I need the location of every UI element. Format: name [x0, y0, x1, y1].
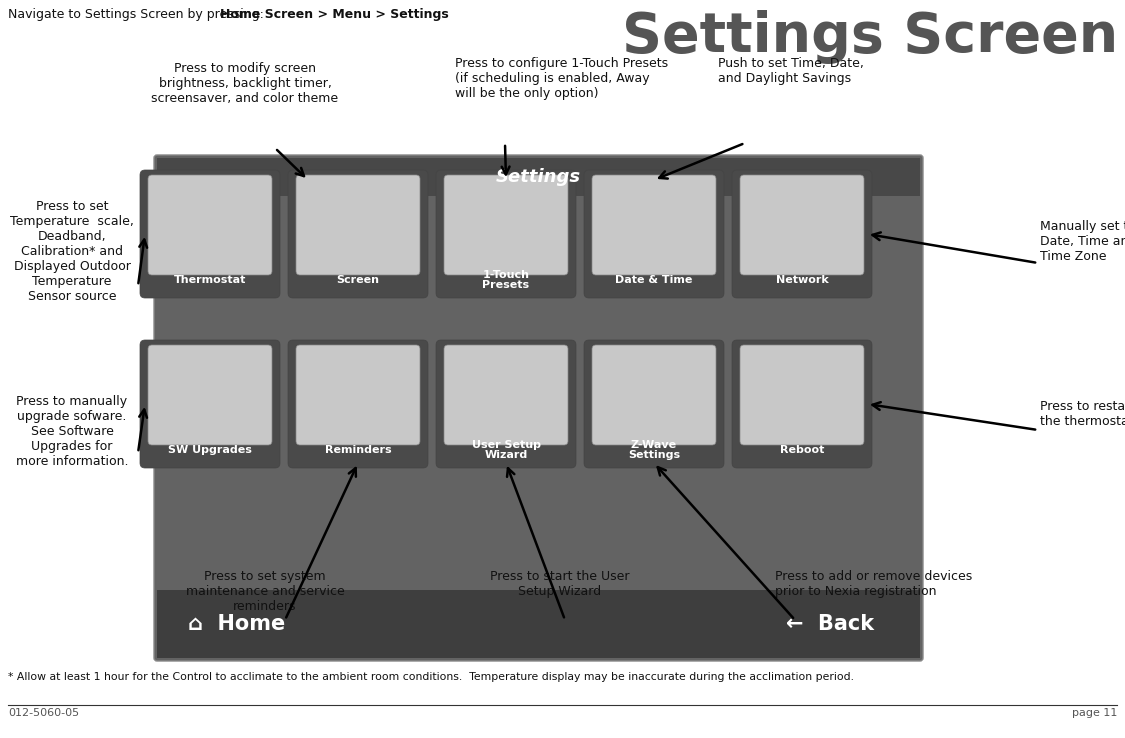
- FancyBboxPatch shape: [732, 340, 872, 468]
- Text: Date & Time: Date & Time: [615, 275, 693, 285]
- Text: Press to restart
the thermostat: Press to restart the thermostat: [1040, 400, 1125, 428]
- Text: Push to set Time, Date,
and Daylight Savings: Push to set Time, Date, and Daylight Sav…: [718, 57, 864, 85]
- Text: Press to set
Temperature  scale,
Deadband,
Calibration* and
Displayed Outdoor
Te: Press to set Temperature scale, Deadband…: [10, 200, 134, 303]
- FancyBboxPatch shape: [154, 155, 922, 661]
- Text: Reminders: Reminders: [325, 445, 392, 455]
- FancyBboxPatch shape: [740, 175, 864, 275]
- Text: Home Screen > Menu > Settings: Home Screen > Menu > Settings: [220, 8, 449, 21]
- FancyBboxPatch shape: [444, 175, 568, 275]
- Text: 012-5060-05: 012-5060-05: [8, 708, 79, 718]
- FancyBboxPatch shape: [140, 340, 280, 468]
- Text: * Allow at least 1 hour for the Control to acclimate to the ambient room conditi: * Allow at least 1 hour for the Control …: [8, 672, 854, 682]
- FancyBboxPatch shape: [592, 345, 716, 445]
- FancyBboxPatch shape: [436, 340, 576, 468]
- Text: 1-Touch
Presets: 1-Touch Presets: [483, 269, 530, 290]
- Text: Manually set the
Date, Time and
Time Zone: Manually set the Date, Time and Time Zon…: [1040, 220, 1125, 263]
- FancyBboxPatch shape: [592, 175, 716, 275]
- Text: Network: Network: [775, 275, 828, 285]
- Text: Reboot: Reboot: [780, 445, 825, 455]
- Bar: [158, 590, 920, 658]
- Text: Press to start the User
Setup Wizard: Press to start the User Setup Wizard: [490, 570, 630, 598]
- Text: Press to add or remove devices
prior to Nexia registration: Press to add or remove devices prior to …: [775, 570, 972, 598]
- Text: Press to modify screen
brightness, backlight timer,
screensaver, and color theme: Press to modify screen brightness, backl…: [152, 62, 339, 105]
- Text: Navigate to Settings Screen by pressing:: Navigate to Settings Screen by pressing:: [8, 8, 272, 21]
- FancyBboxPatch shape: [140, 170, 280, 298]
- FancyBboxPatch shape: [740, 345, 864, 445]
- Text: Z-Wave
Settings: Z-Wave Settings: [628, 440, 680, 461]
- FancyBboxPatch shape: [732, 170, 872, 298]
- Text: Press to configure 1-Touch Presets
(if scheduling is enabled, Away
will be the o: Press to configure 1-Touch Presets (if s…: [455, 57, 668, 100]
- Text: Settings: Settings: [496, 168, 582, 186]
- FancyBboxPatch shape: [584, 170, 724, 298]
- FancyBboxPatch shape: [148, 175, 272, 275]
- FancyBboxPatch shape: [288, 170, 428, 298]
- Text: SW Upgrades: SW Upgrades: [168, 445, 252, 455]
- Text: Settings Screen: Settings Screen: [622, 10, 1118, 64]
- FancyBboxPatch shape: [296, 175, 420, 275]
- FancyBboxPatch shape: [584, 340, 724, 468]
- FancyBboxPatch shape: [288, 340, 428, 468]
- Text: User Setup
Wizard: User Setup Wizard: [471, 440, 540, 461]
- Text: Thermostat: Thermostat: [173, 275, 246, 285]
- Text: Screen: Screen: [336, 275, 379, 285]
- FancyBboxPatch shape: [148, 345, 272, 445]
- FancyBboxPatch shape: [436, 170, 576, 298]
- FancyBboxPatch shape: [296, 345, 420, 445]
- Text: page 11: page 11: [1072, 708, 1117, 718]
- Text: Press to manually
upgrade sofware.
See Software
Upgrades for
more information.: Press to manually upgrade sofware. See S…: [16, 395, 128, 468]
- Text: ←  Back: ← Back: [786, 614, 874, 634]
- Text: Press to set system
maintenance and service
reminders: Press to set system maintenance and serv…: [186, 570, 344, 613]
- Text: ⌂  Home: ⌂ Home: [188, 614, 286, 634]
- Bar: [158, 158, 920, 196]
- FancyBboxPatch shape: [444, 345, 568, 445]
